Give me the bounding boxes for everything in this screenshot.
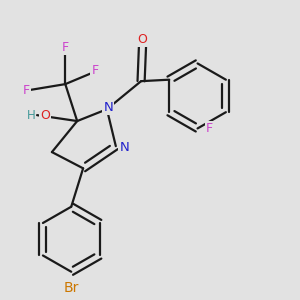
Text: O: O [40, 109, 50, 122]
Text: F: F [92, 64, 99, 77]
Text: F: F [62, 41, 69, 54]
Text: Br: Br [64, 281, 79, 295]
Text: N: N [119, 141, 129, 154]
Text: O: O [138, 33, 148, 46]
Text: F: F [23, 83, 30, 97]
Text: F: F [206, 122, 213, 135]
Text: H: H [27, 109, 36, 122]
Text: N: N [103, 101, 113, 114]
